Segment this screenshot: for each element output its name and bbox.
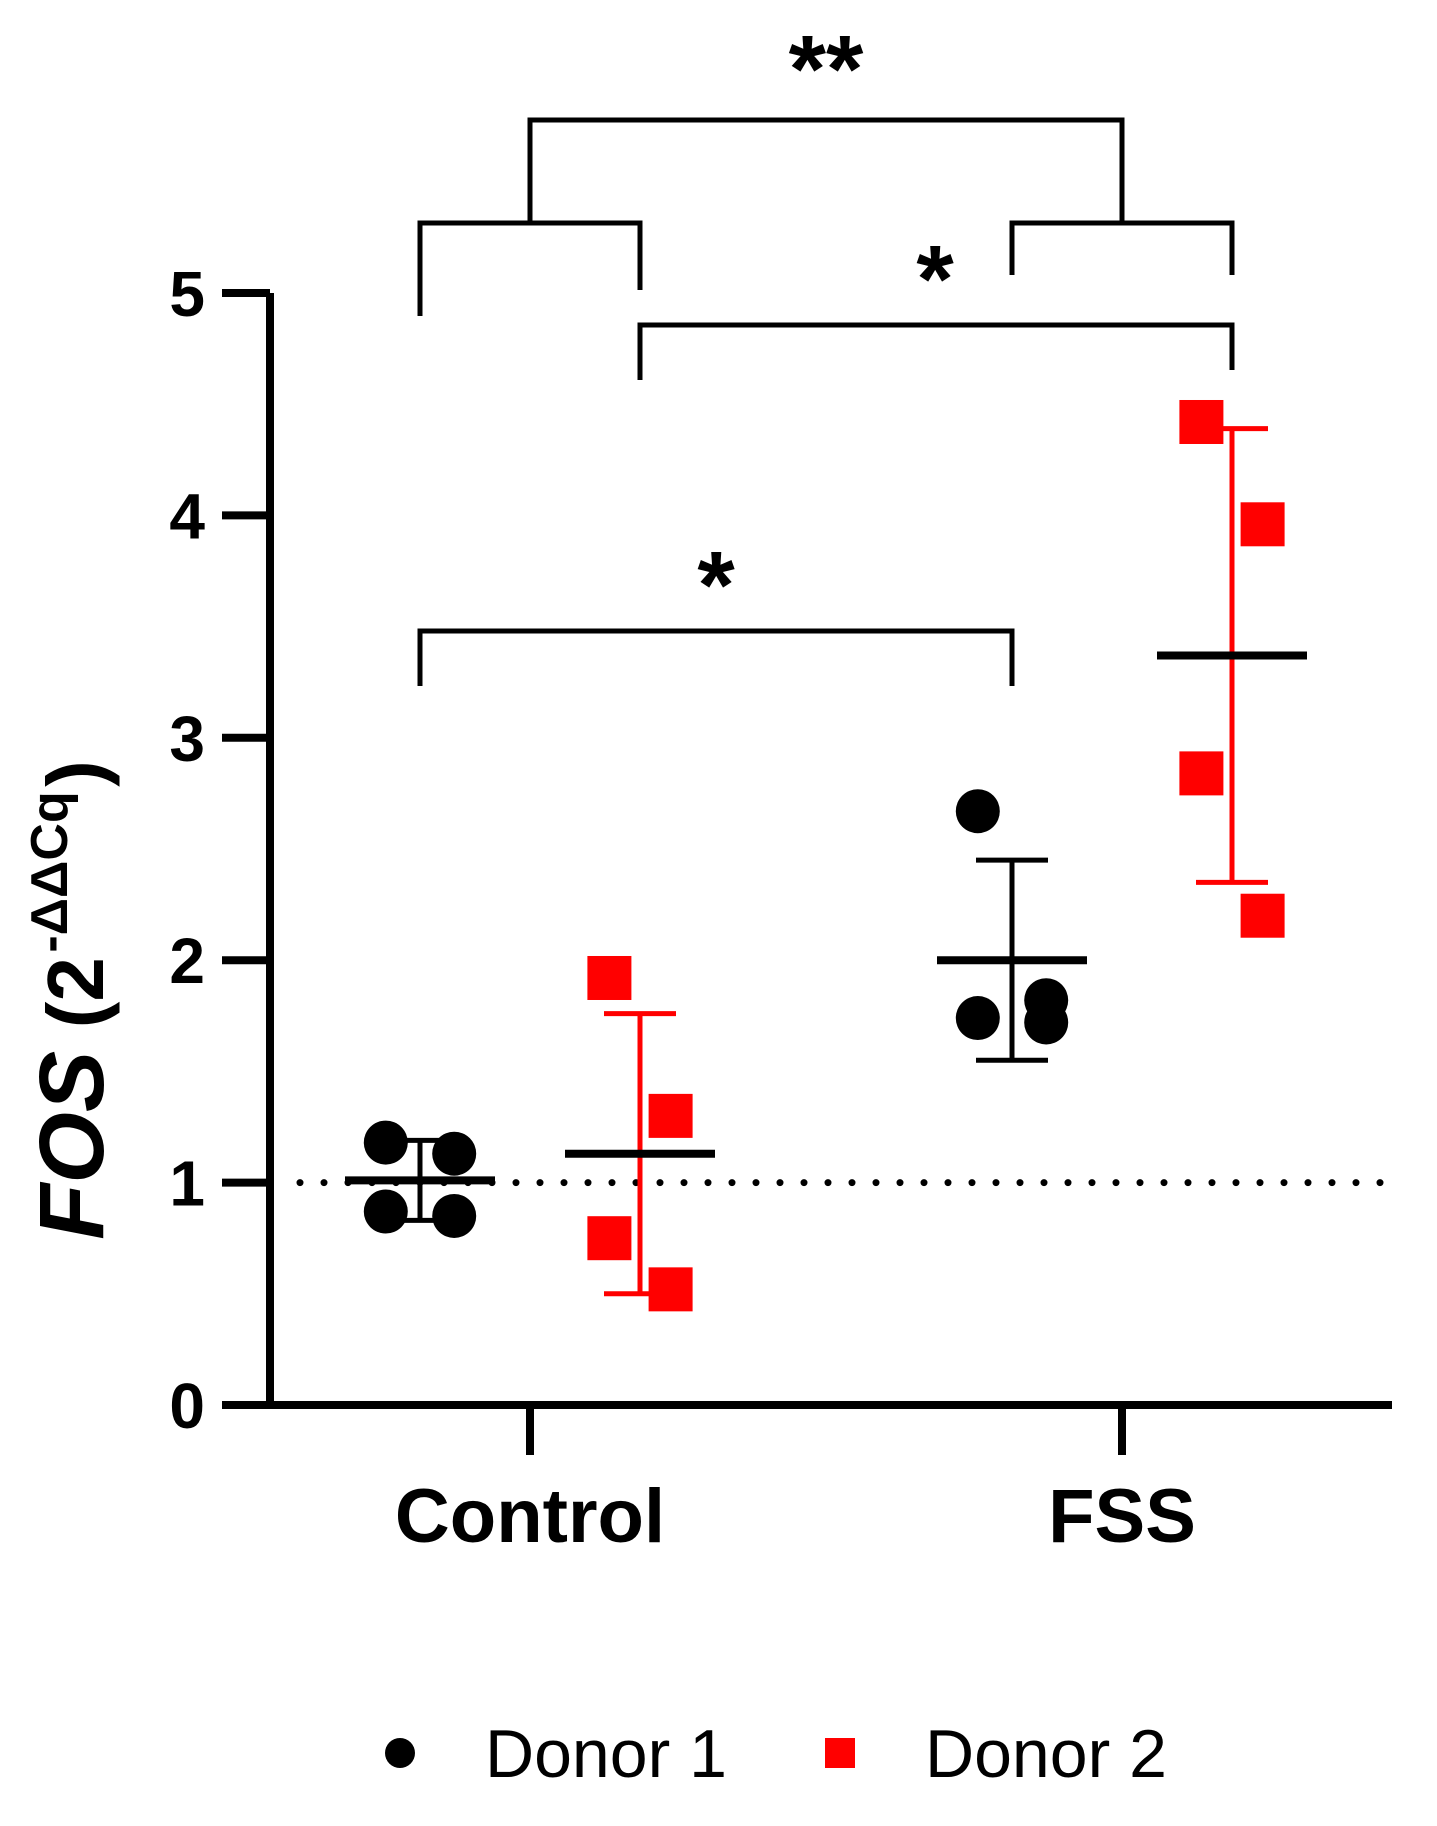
bracket-donor2-control-vs-fss bbox=[637, 322, 1235, 380]
y-axis-title-exponent: -ΔΔCq bbox=[21, 791, 79, 952]
significance-label-donor1: * bbox=[697, 532, 735, 639]
y-tick-label-3: 3 bbox=[169, 703, 205, 775]
y-tick-label-5: 5 bbox=[169, 258, 205, 330]
donor-1-control-point-1 bbox=[363, 1120, 408, 1165]
y-axis-title-open: (2 bbox=[31, 957, 120, 1028]
bracket-fss-pair bbox=[1009, 220, 1235, 275]
y-axis-title-close: ) bbox=[31, 760, 120, 787]
donor-1-control-point-3 bbox=[363, 1189, 408, 1234]
bracket-control-pair bbox=[417, 220, 643, 316]
y-tick-label-0: 0 bbox=[169, 1370, 205, 1442]
bracket-control-vs-fss bbox=[527, 117, 1125, 223]
data-marks bbox=[345, 399, 1307, 1312]
donor-2-fss-point-3 bbox=[1179, 751, 1224, 796]
legend: Donor 1 Donor 2 bbox=[385, 1716, 1167, 1792]
donor-2-control-point-4 bbox=[648, 1267, 693, 1312]
donor-2-control-point-3 bbox=[587, 1216, 632, 1261]
significance-label-overall: ** bbox=[789, 16, 864, 123]
y-tick-label-4: 4 bbox=[169, 480, 205, 552]
significance-label-donor2: * bbox=[916, 226, 954, 333]
y-tick-label-2: 2 bbox=[169, 925, 205, 997]
legend-label-donor-1: Donor 1 bbox=[485, 1716, 727, 1792]
legend-marker-donor-1 bbox=[385, 1738, 415, 1768]
donor-1-fss-point-3 bbox=[955, 996, 1000, 1041]
axes: 0 1 2 3 4 5 Control FSS bbox=[169, 258, 1392, 1559]
significance-brackets: **** bbox=[417, 16, 1235, 686]
legend-label-donor-2: Donor 2 bbox=[925, 1716, 1167, 1792]
donor-2-fss-point-1 bbox=[1179, 399, 1224, 444]
y-tick-label-1: 1 bbox=[169, 1148, 205, 1220]
donor-2-fss-point-4 bbox=[1240, 893, 1285, 938]
y-axis-title-gene: FOS bbox=[21, 1051, 123, 1240]
x-tick-label-control: Control bbox=[395, 1474, 665, 1559]
donor-1-control-point-4 bbox=[432, 1193, 477, 1238]
legend-marker-donor-2 bbox=[825, 1738, 855, 1768]
donor-1-fss-point-4 bbox=[1024, 1000, 1069, 1045]
donor-1-fss-point-1 bbox=[955, 789, 1000, 834]
y-axis-title: FOS (2 -ΔΔCq ) bbox=[21, 760, 123, 1240]
donor-2-control-point-1 bbox=[587, 955, 632, 1000]
donor-2-fss-point-2 bbox=[1240, 502, 1285, 547]
donor-1-control-point-2 bbox=[432, 1131, 477, 1176]
donor-2-control-point-2 bbox=[648, 1093, 693, 1138]
bracket-donor1-control-vs-fss bbox=[417, 628, 1015, 686]
x-tick-label-fss: FSS bbox=[1048, 1474, 1196, 1559]
